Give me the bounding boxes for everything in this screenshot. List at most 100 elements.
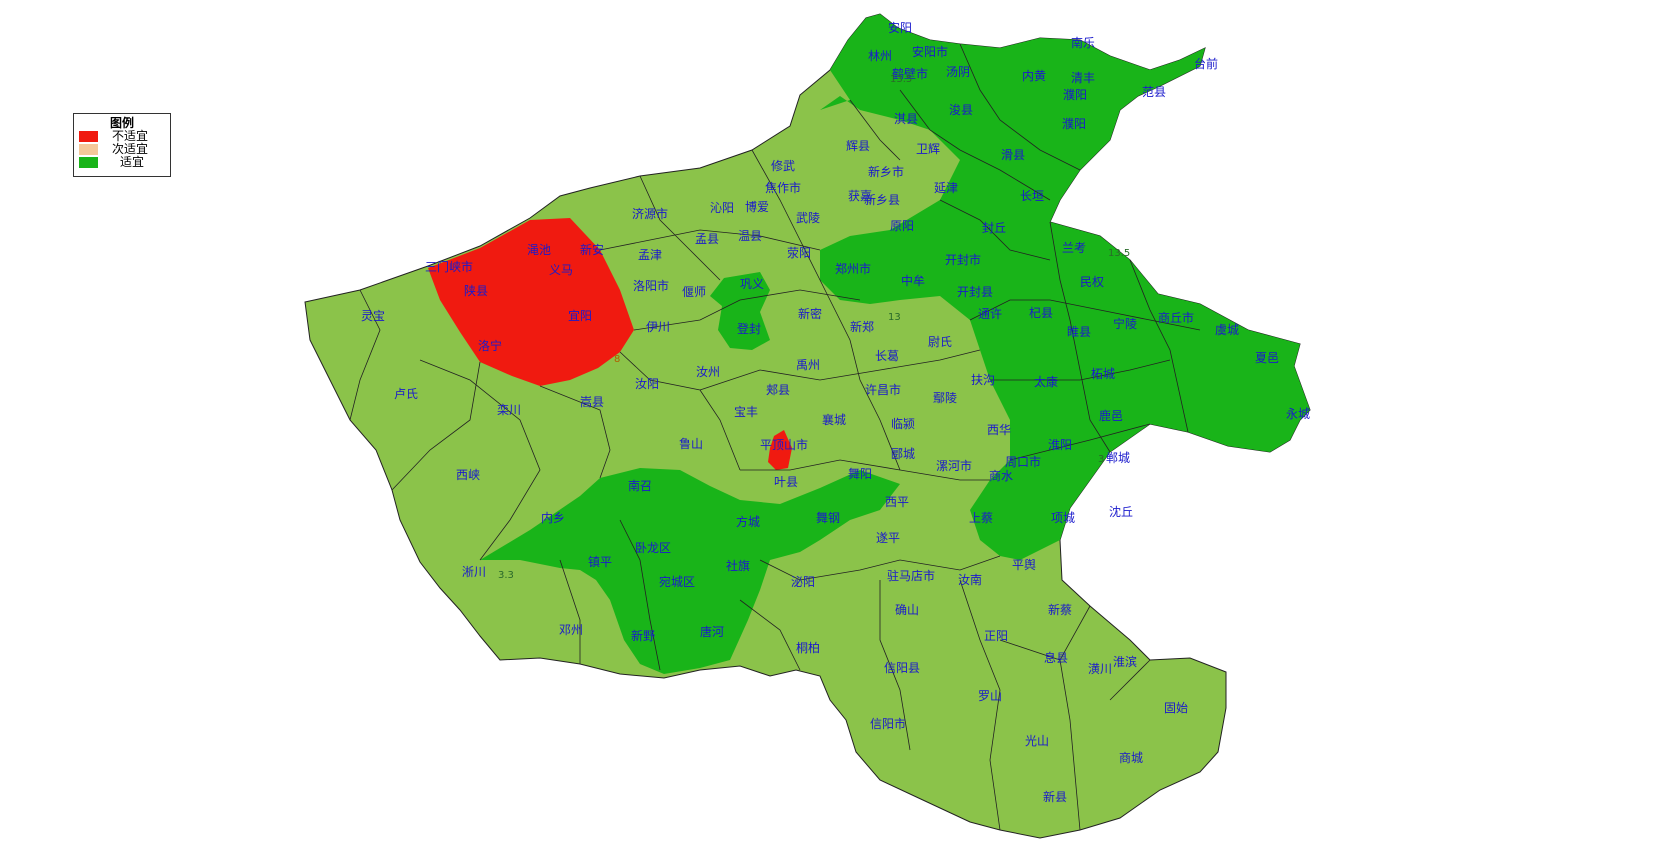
county-label: 舞钢: [816, 511, 840, 525]
county-label: 淮滨: [1113, 654, 1137, 669]
county-label: 柘城: [1091, 367, 1115, 381]
county-label: 驻马店市: [887, 568, 935, 583]
legend-label-unsuitable: 不适宜: [112, 129, 149, 143]
county-label: 渑池: [527, 243, 551, 257]
county-label: 叶县: [774, 475, 798, 489]
county-label: 扶沟: [971, 372, 995, 387]
county-label: 宝丰: [734, 405, 758, 419]
legend-swatch-unsuitable: [79, 131, 98, 142]
county-label: 宁陵: [1113, 316, 1137, 331]
county-label: 淇县: [894, 112, 918, 126]
county-label: 邓州: [559, 623, 583, 637]
county-label: 灵宝: [361, 309, 385, 323]
value-label: 8: [614, 354, 620, 365]
county-label: 武陵: [796, 211, 820, 225]
county-label: 尉氏: [928, 334, 952, 349]
county-label: 鹿邑: [1099, 408, 1123, 423]
suitable-region-northeast: [820, 14, 1310, 560]
county-label: 平舆: [1012, 557, 1036, 572]
county-label: 遂平: [876, 531, 900, 545]
county-label: 周口市: [1005, 454, 1041, 469]
county-label: 信阳县: [884, 661, 920, 675]
county-label: 浚县: [949, 102, 973, 117]
legend-swatch-moderate: [79, 144, 98, 155]
unsuitable-region-pingdingshan: [768, 430, 792, 470]
county-label: 汝阳: [635, 377, 659, 391]
county-label: 获嘉: [848, 189, 872, 203]
county-label: 卢氏: [394, 386, 418, 401]
legend-item-unsuitable: 不适宜: [74, 130, 170, 143]
legend-item-suitable: 适宜: [74, 156, 170, 169]
county-label: 社旗: [726, 558, 750, 573]
suitable-region-gongyi: [710, 272, 770, 350]
legend-title: 图例: [109, 116, 134, 130]
county-boundaries: [349, 43, 1201, 831]
county-label: 光山: [1025, 734, 1049, 748]
legend-swatch-suitable: [79, 157, 98, 168]
county-label: 兰考: [1062, 241, 1086, 255]
county-label: 博爱: [745, 199, 769, 214]
county-label: 西华: [987, 423, 1011, 437]
county-label: 汤阴: [946, 65, 970, 79]
county-label: 温县: [738, 229, 762, 243]
county-label: 中牟: [901, 273, 925, 288]
county-label: 漯河市: [936, 458, 972, 473]
county-label: 民权: [1080, 275, 1104, 289]
county-label: 沈丘: [1109, 504, 1133, 519]
county-label: 潢川: [1088, 662, 1112, 676]
county-label: 西峡: [456, 468, 480, 482]
county-label: 虞城: [1215, 323, 1239, 337]
county-label: 内黄: [1022, 69, 1046, 83]
county-label: 鲁山: [679, 437, 703, 451]
county-label: 林州: [868, 49, 892, 63]
county-label: 夏邑: [1255, 351, 1279, 365]
county-label: 濮阳: [1062, 116, 1086, 131]
county-label: 郸城: [1106, 451, 1130, 465]
county-label: 新郑: [850, 319, 874, 334]
county-label: 固始: [1164, 701, 1188, 715]
county-label: 义马: [549, 263, 573, 277]
county-label: 原阳: [890, 219, 914, 233]
county-label: 上蔡: [969, 511, 993, 525]
province-base-region: [304, 13, 1311, 839]
county-label: 襄城: [822, 412, 846, 427]
county-label: 清丰: [1071, 71, 1095, 85]
county-label: 新县: [1043, 789, 1067, 804]
county-label: 濮阳: [1063, 87, 1087, 102]
legend-label-moderate: 次适宜: [112, 142, 149, 156]
county-label: 焦作市: [765, 180, 801, 195]
county-label: 通许: [978, 307, 1002, 321]
county-label: 鄢陵: [933, 391, 957, 405]
county-label: 商水: [989, 468, 1013, 483]
county-label: 洛阳市: [633, 278, 669, 293]
county-label: 新密: [798, 306, 822, 321]
map-legend: 图例 不适宜 次适宜 适宜: [73, 113, 171, 177]
county-label: 新乡市: [868, 164, 904, 179]
county-label: 封丘: [982, 221, 1006, 235]
county-label: 开封县: [957, 285, 993, 299]
county-label: 济源市: [632, 206, 668, 221]
county-label: 新蔡: [1048, 602, 1072, 617]
county-label: 商城: [1119, 750, 1143, 765]
value-label: 13.5: [1108, 248, 1130, 259]
county-label: 淅川: [462, 564, 486, 579]
county-label: 泌阳: [791, 575, 815, 589]
county-label: 许昌市: [865, 382, 901, 397]
county-label: 辉县: [846, 139, 870, 153]
county-label: 信阳市: [870, 716, 906, 731]
county-label: 栾川: [497, 402, 521, 417]
county-label: 南乐: [1071, 35, 1095, 50]
county-label: 汝南: [958, 572, 982, 587]
county-label: 杞县: [1029, 306, 1053, 320]
county-label: 项城: [1051, 511, 1075, 525]
county-label: 修武: [771, 158, 795, 173]
county-label: 伊川: [646, 320, 670, 334]
county-label: 嵩县: [580, 395, 604, 409]
county-label: 长葛: [875, 349, 899, 363]
legend-label-suitable: 适宜: [120, 155, 145, 169]
county-label: 宛城区: [659, 574, 695, 589]
county-label: 平顶山市: [760, 437, 808, 452]
county-label: 唐河: [700, 624, 724, 639]
county-label: 台前: [1194, 56, 1218, 71]
county-label: 睢县: [1067, 325, 1091, 339]
